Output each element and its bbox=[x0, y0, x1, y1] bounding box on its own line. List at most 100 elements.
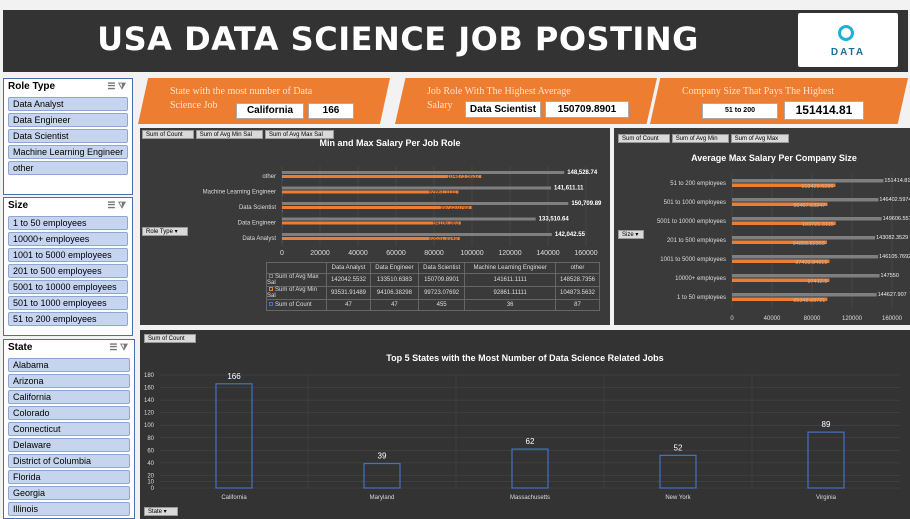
data-label: 52 bbox=[674, 443, 683, 452]
slicer-item[interactable]: 1001 to 5000 employees bbox=[8, 248, 128, 262]
kpi-value: 151414.81 bbox=[784, 101, 864, 120]
bar-max-salary bbox=[282, 186, 552, 190]
y-tick-label: 10000+ employees bbox=[675, 276, 726, 282]
data-label: 103721.3115 bbox=[802, 222, 834, 228]
slicer-item[interactable]: Arizona bbox=[8, 374, 130, 388]
table-cell: 133510.6383 bbox=[369, 273, 419, 287]
logo-icon bbox=[838, 25, 854, 41]
kpi-value: 51 to 200 bbox=[702, 103, 778, 119]
data-label: 141,611.11 bbox=[554, 186, 584, 192]
data-label: 97403.84615 bbox=[795, 260, 827, 266]
slicer-item[interactable]: 10000+ employees bbox=[8, 232, 128, 246]
kpi-value: 150709.8901 bbox=[545, 101, 629, 118]
table-cell: 455 bbox=[417, 299, 466, 311]
slicer-item[interactable]: Data Scientist bbox=[8, 129, 128, 143]
bar-avg-min bbox=[732, 202, 828, 206]
size-filter-button[interactable]: Size ▾ bbox=[618, 230, 644, 239]
x-tick-label: California bbox=[221, 495, 247, 501]
bar-avg-max bbox=[732, 236, 876, 240]
table-cell: 94106.38298 bbox=[369, 286, 419, 300]
slicer-item[interactable]: Connecticut bbox=[8, 422, 130, 436]
data-label: 143082.3529 bbox=[876, 235, 908, 241]
x-tick-label: 20000 bbox=[310, 250, 330, 257]
kpi-top-role: Job Role With The Highest Average Salary… bbox=[395, 78, 657, 124]
table-row: Sum of Avg Min Sal 93531.91489 94106.38298… bbox=[266, 286, 600, 300]
field-button[interactable]: Sum of Avg Max Sal bbox=[264, 130, 334, 139]
table-cell: 141611.1111 bbox=[464, 273, 557, 287]
header-banner: USA DATA SCIENCE JOB POSTING DATA bbox=[3, 10, 908, 72]
company-size-plot: 0 40000 80000 120000 160000 1 to 50 employees… bbox=[657, 173, 910, 322]
slicer-item[interactable]: 201 to 500 employees bbox=[8, 264, 128, 278]
slicer-item[interactable]: 501 to 1000 employees bbox=[8, 296, 128, 310]
y-tick-label: other bbox=[262, 174, 276, 180]
slicer-item[interactable]: Georgia bbox=[8, 486, 130, 500]
slicer-item[interactable]: Alabama bbox=[8, 358, 130, 372]
kpi-label: State with the most number of Data bbox=[170, 86, 313, 97]
x-tick-label: 40000 bbox=[348, 250, 368, 257]
multi-select-icon[interactable]: ☰ ⧩ bbox=[109, 342, 128, 352]
field-button[interactable]: Sum of Avg Max bbox=[730, 134, 790, 143]
bar-avg-max bbox=[732, 274, 880, 278]
role-type-filter-button[interactable]: Role Type ▾ bbox=[142, 227, 188, 236]
y-tick-label: 160 bbox=[144, 386, 155, 392]
slicer-header: State ☰ ⧩ bbox=[4, 340, 134, 356]
slicer-item[interactable]: 1 to 50 employees bbox=[8, 216, 128, 230]
slicer-item[interactable]: Illinois bbox=[8, 502, 130, 516]
slicer-item[interactable]: Data Analyst bbox=[8, 97, 128, 111]
field-button[interactable]: Sum of Count bbox=[142, 130, 194, 139]
field-button[interactable]: Sum of Count bbox=[618, 134, 670, 143]
slicer-item[interactable]: Data Engineer bbox=[8, 113, 128, 127]
table-row: Sum of Avg Max Sal 142042.5532 133510.6383… bbox=[266, 273, 600, 287]
field-button[interactable]: Sum of Avg Min Sal bbox=[195, 130, 263, 139]
table-cell: 99723.07692 bbox=[417, 286, 466, 300]
slicer-item[interactable]: other bbox=[8, 161, 128, 175]
field-button[interactable]: Sum of Avg Min bbox=[671, 134, 729, 143]
bar-max-salary bbox=[282, 171, 565, 174]
x-tick-label: 160000 bbox=[882, 316, 903, 322]
bar-min-salary bbox=[282, 206, 472, 209]
slicer-title: Size bbox=[8, 200, 29, 211]
x-tick-label: New York bbox=[665, 495, 691, 501]
x-tick-label: 0 bbox=[730, 316, 734, 322]
multi-select-icon[interactable]: ☰ ⧩ bbox=[107, 81, 126, 91]
data-label: 94858.82353 bbox=[793, 241, 825, 247]
legend-swatch bbox=[269, 274, 273, 278]
slicer-item[interactable]: Machine Learning Engineer bbox=[8, 145, 128, 159]
legend-swatch bbox=[269, 287, 273, 291]
y-tick-label: 180 bbox=[144, 373, 155, 379]
bar-min-salary bbox=[282, 221, 461, 225]
slicer-item[interactable]: Delaware bbox=[8, 438, 130, 452]
legend-label: Sum of Avg Max Sal bbox=[267, 274, 319, 286]
bar-max-salary bbox=[282, 217, 536, 221]
state-slicer: State ☰ ⧩ Alabama Arizona California Colorad… bbox=[3, 339, 135, 519]
slicer-item[interactable]: 51 to 200 employees bbox=[8, 312, 128, 326]
slicer-item[interactable]: Florida bbox=[8, 470, 130, 484]
data-label: 94106.383 bbox=[433, 221, 459, 227]
field-button[interactable]: Sum of Count bbox=[144, 334, 196, 343]
slicer-item[interactable]: 5001 to 10000 employees bbox=[8, 280, 128, 294]
table-cell: 150709.8901 bbox=[417, 273, 466, 287]
y-tick-label: Machine Learning Engineer bbox=[203, 190, 276, 196]
data-label: 142,042.55 bbox=[555, 232, 586, 238]
slicer-title: Role Type bbox=[8, 81, 56, 92]
legend-label: Sum of Avg Min Sal bbox=[267, 287, 317, 299]
table-cell: 36 bbox=[464, 299, 557, 311]
y-tick-label: 1001 to 5000 employees bbox=[660, 257, 726, 263]
bar-avg-min bbox=[732, 278, 830, 282]
table-header-cell: Data Scientist bbox=[417, 262, 466, 274]
slicer-item[interactable]: District of Columbia bbox=[8, 454, 130, 468]
data-label: 151414.8148 bbox=[884, 178, 910, 184]
table-cell: 47 bbox=[369, 299, 419, 311]
chart-data-table: Data Analyst Data Engineer Data Scientist M… bbox=[266, 262, 600, 311]
y-tick-label: 51 to 200 employees bbox=[670, 181, 726, 187]
legend-cell: Sum of Avg Min Sal bbox=[266, 286, 327, 300]
y-tick-label: Data Analyst bbox=[242, 236, 276, 242]
slicer-item[interactable]: Colorado bbox=[8, 406, 130, 420]
slicer-item[interactable]: California bbox=[8, 390, 130, 404]
legend-label: Sum of Count bbox=[275, 302, 312, 308]
bar-avg-max bbox=[732, 179, 884, 183]
table-cell: 92861.11111 bbox=[464, 286, 557, 300]
x-tick-label: Massachusetts bbox=[510, 495, 550, 501]
multi-select-icon[interactable]: ☰ ⧩ bbox=[107, 200, 126, 210]
state-filter-button[interactable]: State ▾ bbox=[144, 507, 178, 516]
